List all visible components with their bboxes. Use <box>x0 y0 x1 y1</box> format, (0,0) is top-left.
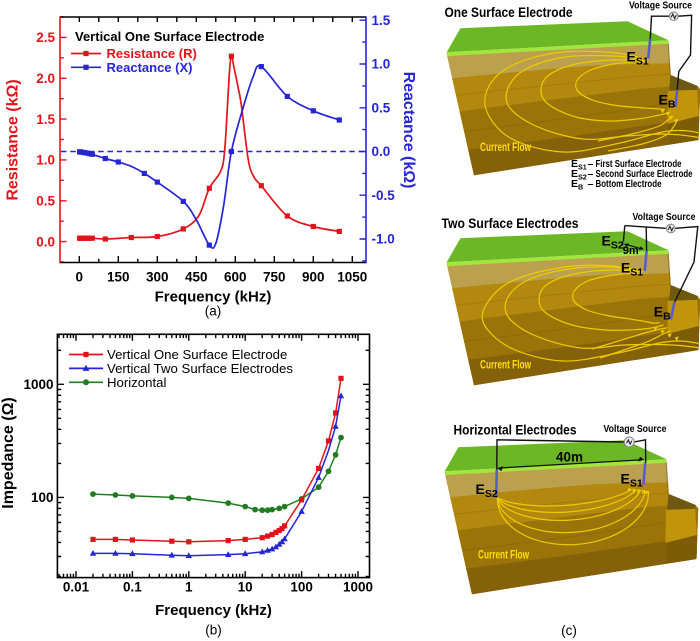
svg-text:1050: 1050 <box>337 270 367 285</box>
svg-text:40m: 40m <box>556 450 583 465</box>
svg-text:150: 150 <box>107 270 130 285</box>
svg-text:750: 750 <box>263 270 286 285</box>
svg-text:0.0: 0.0 <box>36 234 55 249</box>
svg-text:Current Flow: Current Flow <box>480 360 531 372</box>
svg-text:Frequency (kHz): Frequency (kHz) <box>155 602 272 619</box>
svg-text:10: 10 <box>238 580 253 595</box>
svg-text:ES1: ES1 <box>627 49 649 68</box>
svg-text:Voltage Source: Voltage Source <box>633 212 696 223</box>
svg-text:Horizontal Electrodes: Horizontal Electrodes <box>454 422 577 438</box>
svg-text:2.5: 2.5 <box>36 30 55 45</box>
svg-text:2.0: 2.0 <box>36 71 55 86</box>
svg-text:0.01: 0.01 <box>63 580 90 595</box>
svg-text:0.1: 0.1 <box>123 580 142 595</box>
svg-text:1.0: 1.0 <box>36 153 55 168</box>
svg-text:Voltage Source: Voltage Source <box>629 1 692 12</box>
svg-text:(b): (b) <box>205 623 222 638</box>
svg-text:0.0: 0.0 <box>372 144 391 159</box>
svg-text:1.5: 1.5 <box>372 13 391 28</box>
svg-text:0.5: 0.5 <box>36 194 55 209</box>
svg-text:–: – <box>588 158 594 170</box>
svg-text:1.5: 1.5 <box>36 112 55 127</box>
svg-text:Vertical One Surface Electrode: Vertical One Surface Electrode <box>75 29 264 44</box>
svg-text:9m: 9m <box>623 245 639 257</box>
svg-text:-1.0: -1.0 <box>372 232 395 247</box>
svg-text:Resistance (R): Resistance (R) <box>107 46 197 61</box>
svg-text:0: 0 <box>76 270 84 285</box>
svg-text:Vertical One Surface Electrode: Vertical One Surface Electrode <box>107 347 287 362</box>
svg-text:100: 100 <box>290 580 313 595</box>
svg-text:Two Surface Electrodes: Two Surface Electrodes <box>442 215 579 231</box>
svg-text:Second Surface Electrode: Second Surface Electrode <box>596 168 693 180</box>
svg-text:Reactance (X): Reactance (X) <box>107 60 193 75</box>
svg-text:–: – <box>588 178 594 190</box>
svg-text:Horizontal: Horizontal <box>107 375 166 390</box>
svg-text:-0.5: -0.5 <box>372 188 396 203</box>
svg-text:300: 300 <box>146 270 169 285</box>
svg-text:1000: 1000 <box>23 377 53 392</box>
svg-text:450: 450 <box>185 270 208 285</box>
svg-text:Resistance (kΩ): Resistance (kΩ) <box>5 79 22 200</box>
svg-text:Current Flow: Current Flow <box>478 550 529 562</box>
svg-text:900: 900 <box>302 270 325 285</box>
svg-text:1: 1 <box>185 580 193 595</box>
svg-text:(a): (a) <box>205 304 222 319</box>
svg-text:0.5: 0.5 <box>372 101 391 116</box>
svg-text:(c): (c) <box>561 623 577 638</box>
svg-text:Current Flow: Current Flow <box>480 142 531 154</box>
svg-text:Bottom Electrode: Bottom Electrode <box>596 178 662 190</box>
svg-text:Frequency (kHz): Frequency (kHz) <box>155 289 272 306</box>
svg-text:Impedance (Ω): Impedance (Ω) <box>0 397 17 509</box>
svg-text:1.0: 1.0 <box>372 57 391 72</box>
svg-text:Reactance (kΩ): Reactance (kΩ) <box>400 72 417 189</box>
svg-text:One Surface Electrode: One Surface Electrode <box>445 4 573 20</box>
svg-text:–: – <box>588 168 594 180</box>
svg-text:Vertical Two Surface Electrode: Vertical Two Surface Electrodes <box>107 361 293 376</box>
svg-text:Voltage Source: Voltage Source <box>604 424 667 435</box>
svg-text:100: 100 <box>31 490 54 505</box>
svg-text:First Surface Electrode: First Surface Electrode <box>596 158 682 170</box>
svg-text:1000: 1000 <box>343 580 373 595</box>
svg-text:600: 600 <box>224 270 247 285</box>
